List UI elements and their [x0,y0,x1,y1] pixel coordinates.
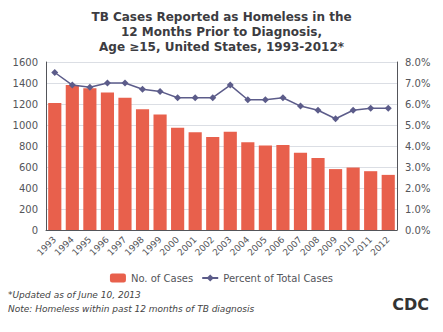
svg-text:2001: 2001 [175,234,199,258]
svg-text:1994: 1994 [52,234,76,258]
svg-text:1993: 1993 [35,234,59,258]
svg-text:4.0%: 4.0% [405,141,430,152]
svg-text:Percent of Total Cases: Percent of Total Cases [223,273,333,284]
svg-text:1200: 1200 [13,99,38,110]
svg-text:6.0%: 6.0% [405,99,430,110]
svg-text:8.0%: 8.0% [405,57,430,68]
svg-text:2003: 2003 [210,234,234,258]
svg-text:1.0%: 1.0% [405,204,430,215]
svg-text:1996: 1996 [87,234,111,258]
svg-text:1999: 1999 [140,234,164,258]
svg-text:2005: 2005 [245,234,269,258]
svg-text:1600: 1600 [13,57,38,68]
svg-text:1995: 1995 [70,234,94,258]
svg-text:200: 200 [19,204,38,215]
svg-text:3.0%: 3.0% [405,162,430,173]
svg-text:2008: 2008 [298,234,322,258]
svg-text:2012: 2012 [369,234,392,257]
svg-text:TB Cases Reported as Homeless: TB Cases Reported as Homeless in the [91,10,351,24]
svg-text:1000: 1000 [13,120,38,131]
svg-text:2.0%: 2.0% [405,183,430,194]
svg-text:800: 800 [19,141,38,152]
svg-text:1400: 1400 [13,78,38,89]
svg-text:2007: 2007 [280,234,304,258]
svg-text:2010: 2010 [333,234,357,258]
svg-text:1997: 1997 [105,234,129,258]
svg-text:Age ≥15, United States, 1993-2: Age ≥15, United States, 1993-2012* [99,40,345,54]
svg-text:2011: 2011 [351,234,375,258]
svg-text:Note: Homeless within past 12: Note: Homeless within past 12 months of … [8,304,255,314]
svg-text:CDC: CDC [392,295,429,314]
svg-text:0: 0 [32,225,38,236]
svg-text:5.0%: 5.0% [405,120,430,131]
svg-text:600: 600 [19,162,38,173]
svg-text:2009: 2009 [315,234,340,258]
svg-text:2006: 2006 [263,234,287,258]
svg-text:1998: 1998 [122,234,147,258]
svg-text:7.0%: 7.0% [405,78,430,89]
svg-text:No. of Cases: No. of Cases [131,273,193,284]
svg-text:*Updated as of June 10, 2013: *Updated as of June 10, 2013 [8,290,141,300]
svg-text:2000: 2000 [157,234,182,258]
svg-text:2002: 2002 [193,234,217,258]
svg-text:2004: 2004 [228,234,252,258]
svg-text:400: 400 [19,183,38,194]
svg-text:0.0%: 0.0% [405,225,430,236]
svg-text:12 Months Prior to Diagnosis,: 12 Months Prior to Diagnosis, [121,25,322,39]
